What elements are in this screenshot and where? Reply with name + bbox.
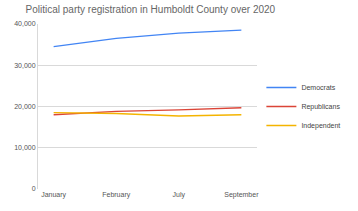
svg-text:Republicans: Republicans (301, 103, 340, 111)
svg-text:0: 0 (32, 185, 36, 192)
svg-text:10,000: 10,000 (14, 144, 36, 151)
svg-text:20,000: 20,000 (14, 103, 36, 110)
svg-text:40,000: 40,000 (14, 20, 36, 27)
svg-text:Democrats: Democrats (301, 84, 335, 91)
svg-text:February: February (102, 191, 131, 199)
svg-text:September: September (224, 191, 259, 199)
svg-text:Political party registration i: Political party registration in Humboldt… (26, 4, 276, 15)
svg-text:Independent: Independent (301, 122, 340, 130)
svg-text:30,000: 30,000 (14, 62, 36, 69)
svg-text:January: January (41, 191, 66, 199)
svg-text:July: July (173, 191, 186, 199)
